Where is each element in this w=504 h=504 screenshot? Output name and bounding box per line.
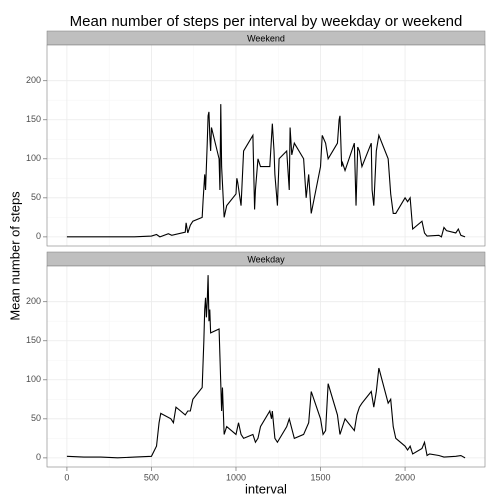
panel bbox=[47, 45, 485, 246]
chart-title: Mean number of steps per interval by wee… bbox=[70, 13, 463, 30]
strip-label: Weekend bbox=[247, 33, 285, 43]
x-tick-label: 1000 bbox=[226, 472, 246, 482]
strip-label: Weekday bbox=[247, 254, 285, 264]
y-tick-label: 150 bbox=[26, 114, 41, 124]
y-tick-label: 100 bbox=[26, 153, 41, 163]
y-tick-label: 200 bbox=[26, 296, 41, 306]
y-tick-label: 0 bbox=[36, 452, 41, 462]
panel-border bbox=[46, 265, 486, 468]
data-line bbox=[66, 104, 466, 238]
x-tick-label: 500 bbox=[144, 472, 159, 482]
x-axis-label: interval bbox=[245, 481, 287, 496]
y-tick-label: 50 bbox=[31, 192, 41, 202]
y-axis-label: Mean number of steps bbox=[7, 191, 22, 321]
x-tick-label: 2000 bbox=[395, 472, 415, 482]
x-tick-label: 0 bbox=[64, 472, 69, 482]
panel bbox=[47, 266, 485, 467]
x-tick-label: 1500 bbox=[311, 472, 331, 482]
data-line bbox=[66, 275, 466, 459]
y-tick-label: 100 bbox=[26, 374, 41, 384]
y-tick-label: 50 bbox=[31, 413, 41, 423]
panel-border bbox=[46, 44, 486, 247]
y-tick-label: 200 bbox=[26, 75, 41, 85]
y-tick-label: 150 bbox=[26, 335, 41, 345]
y-tick-label: 0 bbox=[36, 231, 41, 241]
